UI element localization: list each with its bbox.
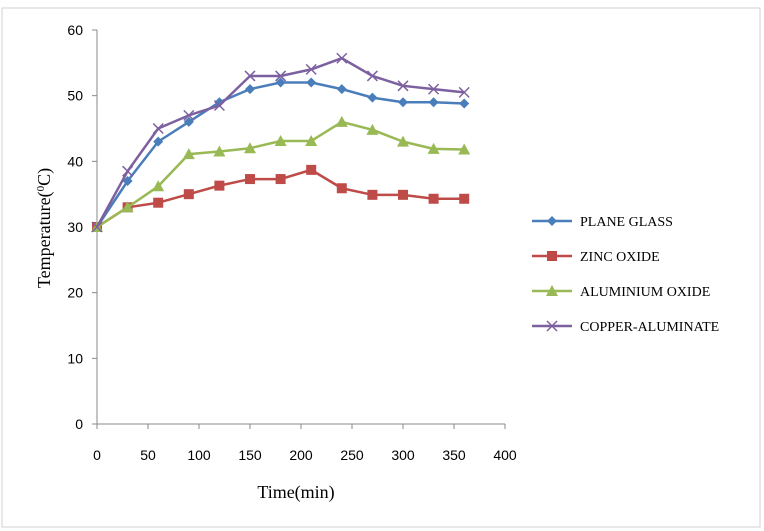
chart-border xyxy=(2,8,760,527)
legend-label-copper-aluminate: COPPER-ALUMINATE xyxy=(580,320,719,335)
legend-item-zinc-oxide: ZINC OXIDE xyxy=(532,250,660,265)
data-point-zinc-oxide xyxy=(153,198,163,208)
legend-item-aluminium-oxide: ALUMINIUM OXIDE xyxy=(532,285,710,300)
y-tick-label: 50 xyxy=(67,88,83,104)
data-point-zinc-oxide xyxy=(367,190,377,200)
data-point-zinc-oxide xyxy=(245,174,255,184)
data-point-zinc-oxide xyxy=(459,194,469,204)
data-point-zinc-oxide xyxy=(276,174,286,184)
data-point-plane-glass xyxy=(398,97,408,107)
y-tick-label: 40 xyxy=(67,153,83,169)
x-tick-label: 100 xyxy=(187,447,211,463)
data-point-plane-glass xyxy=(245,84,255,94)
x-tick-label: 200 xyxy=(289,447,313,463)
x-tick-label: 0 xyxy=(93,447,101,463)
series-plane-glass xyxy=(92,78,469,232)
y-tick-label: 0 xyxy=(75,416,83,432)
legend-item-copper-aluminate: COPPER-ALUMINATE xyxy=(532,320,719,335)
x-tick-label: 150 xyxy=(238,447,262,463)
tick-labels: 0 10 20 30 40 50 60 0 50 100 150 200 250 300 350 400 xyxy=(67,22,516,463)
data-point-plane-glass xyxy=(337,84,347,94)
series-zinc-oxide xyxy=(92,165,469,232)
data-point-zinc-oxide xyxy=(398,190,408,200)
data-point-zinc-oxide xyxy=(214,181,224,191)
data-point-zinc-oxide xyxy=(184,189,194,199)
legend-item-plane-glass: PLANE GLASS xyxy=(532,215,673,230)
data-point-plane-glass xyxy=(367,93,377,103)
legend: PLANE GLASS ZINC OXIDE ALUMINIUM OXIDE COPP… xyxy=(532,215,719,335)
y-tick-label: 20 xyxy=(67,285,83,301)
data-point-zinc-oxide xyxy=(306,165,316,175)
y-tick-label: 30 xyxy=(67,219,83,235)
x-tick-label: 400 xyxy=(493,447,517,463)
data-point-copper-aluminate xyxy=(153,124,163,134)
series-aluminium-oxide xyxy=(91,116,470,232)
data-point-copper-aluminate xyxy=(123,166,133,176)
x-tick-label: 300 xyxy=(391,447,415,463)
legend-label-plane-glass: PLANE GLASS xyxy=(580,215,673,230)
legend-label-zinc-oxide: ZINC OXIDE xyxy=(580,250,660,265)
series-line-plane-glass xyxy=(97,83,464,227)
x-tick-label: 50 xyxy=(140,447,156,463)
data-point-zinc-oxide xyxy=(429,194,439,204)
y-axis-title: Temperature(0C) xyxy=(34,168,55,288)
y-tick-label: 60 xyxy=(67,22,83,38)
data-point-plane-glass xyxy=(459,99,469,109)
x-tick-label: 250 xyxy=(340,447,364,463)
data-point-plane-glass xyxy=(306,78,316,88)
y-axis-title-tail: C) xyxy=(34,168,55,186)
legend-marker-zinc-oxide xyxy=(547,251,557,261)
legend-marker-plane-glass xyxy=(547,216,557,226)
data-point-zinc-oxide xyxy=(337,183,347,193)
series-group xyxy=(91,53,470,232)
data-point-plane-glass xyxy=(429,97,439,107)
x-axis-title: Time(min) xyxy=(257,482,334,503)
legend-label-aluminium-oxide: ALUMINIUM OXIDE xyxy=(580,285,710,300)
y-tick-label: 10 xyxy=(67,350,83,366)
y-axis-title-main: Temperature( xyxy=(34,191,55,288)
data-point-aluminium-oxide xyxy=(336,116,348,127)
x-tick-label: 350 xyxy=(442,447,466,463)
